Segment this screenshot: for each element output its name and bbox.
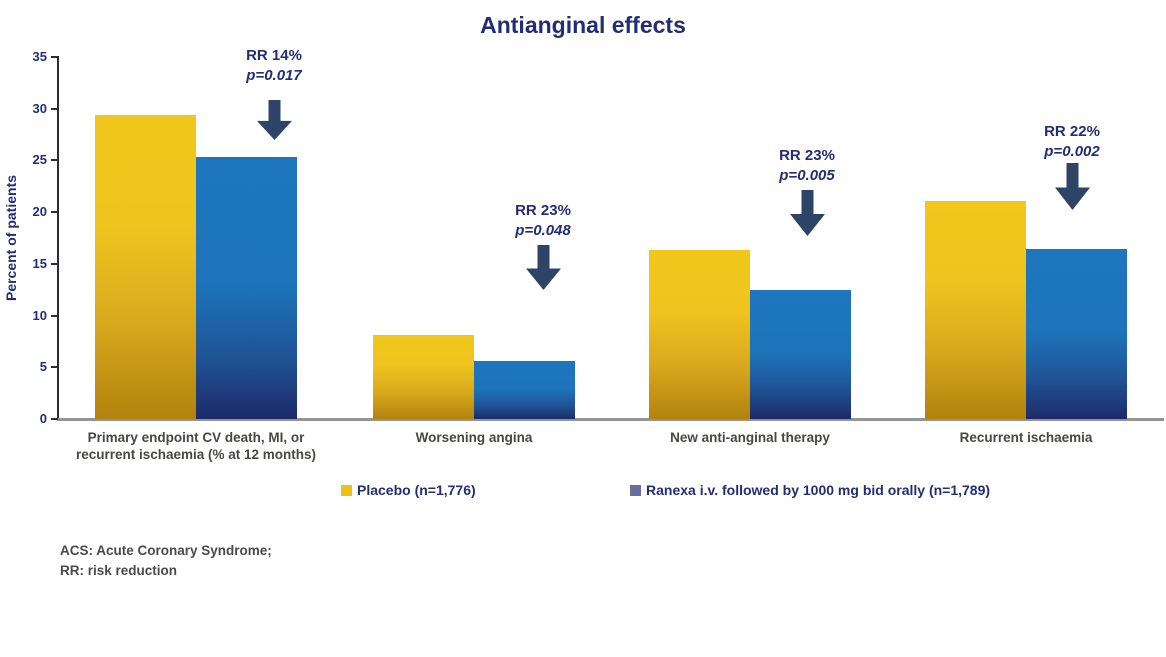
footnote-line-rr: RR: risk reduction (60, 563, 178, 578)
rr-label: RR 23% (779, 147, 835, 164)
bar-ranexa-group2 (474, 361, 575, 419)
y-tick-mark (51, 262, 58, 265)
down-arrow-icon (1055, 163, 1090, 215)
bar-placebo-group3 (649, 250, 750, 419)
y-tick-label: 30 (32, 100, 47, 116)
y-tick-label: 0 (39, 411, 47, 426)
down-arrow-icon (790, 190, 825, 241)
p-value-label: p=0.002 (1044, 143, 1100, 160)
p-value-label: p=0.048 (515, 222, 571, 239)
legend-swatch-icon (341, 484, 352, 496)
bar-ranexa-group4 (1026, 249, 1127, 419)
annotation-text-group1: RR 14% p=0.017 (204, 46, 344, 86)
legend-swatch-icon (630, 484, 641, 496)
x-axis-baseline (57, 418, 1164, 421)
annotation-text-group4: RR 22% p=0.002 (1002, 122, 1142, 162)
legend-item-ranexa: Ranexa i.v. followed by 1000 mg bid oral… (630, 482, 990, 498)
category-label-group3: New anti-anginal therapy (670, 430, 830, 445)
legend-label: Ranexa i.v. followed by 1000 mg bid oral… (646, 482, 991, 498)
y-tick-mark (51, 159, 58, 162)
bar-placebo-group1 (95, 114, 196, 419)
category-label-group4: Recurrent ischaemia (959, 430, 1093, 445)
footnote-line-acs: ACS: Acute Coronary Syndrome; (60, 543, 272, 558)
y-axis-line (57, 56, 59, 420)
rr-label: RR 22% (1044, 123, 1100, 140)
chart-title: Antianginal effects (480, 12, 686, 38)
p-value-label: p=0.017 (246, 67, 302, 84)
y-tick-label: 20 (32, 204, 47, 220)
down-arrow-icon (526, 245, 561, 295)
legend-item-placebo: Placebo (n=1,776) (341, 482, 476, 498)
legend-label: Placebo (n=1,776) (357, 482, 476, 498)
y-tick-mark (51, 56, 58, 58)
y-tick-label: 5 (39, 359, 47, 375)
p-value-label: p=0.005 (779, 167, 835, 184)
bar-placebo-group2 (373, 335, 474, 419)
bar-placebo-group4 (925, 200, 1026, 419)
bar-ranexa-group1 (196, 157, 297, 419)
y-tick-label: 10 (32, 307, 47, 323)
y-tick-mark (51, 314, 58, 317)
y-tick-mark (51, 418, 58, 420)
rr-label: RR 14% (246, 47, 302, 64)
category-label-group2: Worsening angina (415, 430, 533, 445)
footnote: ACS: Acute Coronary Syndrome; RR: risk r… (60, 541, 272, 581)
y-tick-mark (51, 366, 58, 369)
y-tick-label: 15 (32, 255, 47, 271)
category-label-group1: Primary endpoint CV death, MI, or recurr… (75, 430, 317, 462)
annotation-text-group3: RR 23% p=0.005 (737, 146, 877, 186)
bar-ranexa-group3 (750, 289, 851, 419)
annotation-text-group2: RR 23% p=0.048 (473, 201, 613, 241)
down-arrow-icon (257, 100, 292, 145)
rr-label: RR 23% (515, 202, 571, 219)
y-tick-mark (51, 211, 58, 214)
y-tick-label: 35 (32, 49, 47, 64)
y-tick-label: 25 (32, 152, 47, 168)
y-tick-mark (51, 107, 58, 110)
